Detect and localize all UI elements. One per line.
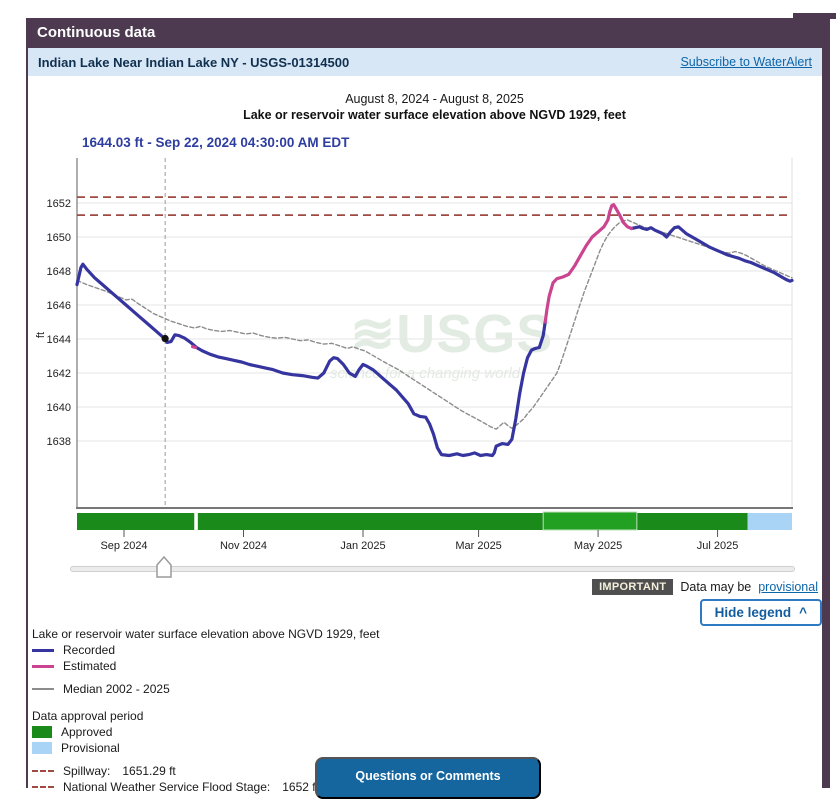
recorded-line-swatch [32,648,54,652]
legend-value: 1652 ft [282,780,319,794]
panel-border-corner [793,13,836,19]
legend-item-recorded: Recorded [32,642,380,658]
time-slider-handle[interactable] [154,554,174,579]
approved-swatch [32,726,52,738]
important-badge: IMPORTANT [592,579,674,595]
legend-item-estimated: Estimated [32,658,380,674]
hide-legend-label: Hide legend [714,605,792,620]
chart-date-range: August 8, 2024 - August 8, 2025 [345,92,524,106]
median-line-swatch [32,688,54,690]
station-header: Indian Lake Near Indian Lake NY - USGS-0… [28,48,822,76]
legend-item-median: Median 2002 - 2025 [32,681,380,697]
spillway-dash-swatch [32,770,54,772]
legend-item-approved: Approved [32,724,380,740]
estimated-line-swatch [32,664,54,668]
chevron-up-icon: ^ [799,605,807,620]
cursor-data-point[interactable] [161,334,169,343]
y-tick-label: 1644 [47,334,71,346]
x-tick-label: Jan 2025 [340,540,385,552]
legend-label: Provisional [61,741,120,755]
approval-bar-segment [747,513,792,530]
slider-handle-icon [156,555,172,578]
usgs-watermark: ≋USGS [350,304,553,364]
x-tick-label: Nov 2024 [220,540,267,552]
x-tick-label: Jul 2025 [697,540,739,552]
y-tick-label: 1648 [47,266,71,278]
panel-title-bar: Continuous data [28,18,822,48]
x-tick-label: Sep 2024 [100,540,147,552]
notice-text: Data may be [680,580,752,594]
hide-legend-button[interactable]: Hide legend ^ [699,599,822,626]
subscribe-wateralert-link[interactable]: Subscribe to WaterAlert [680,55,812,69]
y-tick-label: 1640 [47,402,71,414]
cursor-readout: 1644.03 ft - Sep 22, 2024 04:30:00 AM ED… [82,135,350,150]
x-tick-label: Mar 2025 [455,540,501,552]
hide-legend-row: Hide legend ^ [0,599,822,626]
x-tick-label: May 2025 [574,540,622,552]
y-tick-label: 1650 [47,232,71,244]
legend-label: Approved [61,725,113,739]
chart-title-block: August 8, 2024 - August 8, 2025 Lake or … [77,92,792,122]
provisional-link[interactable]: provisional [758,580,818,594]
legend-label: National Weather Service Flood Stage: [63,780,271,794]
approval-bar-highlight [542,511,638,531]
series-estimated [191,345,198,350]
approval-bar-segment [197,513,748,530]
y-tick-label: 1638 [47,436,71,448]
series-recorded [629,225,794,283]
y-tick-label: 1652 [47,198,71,210]
series-estimated [543,203,634,324]
provisional-swatch [32,742,52,754]
provisional-notice: IMPORTANT Data may be provisional [0,579,822,595]
flood-stage-dash-swatch [32,786,54,788]
legend-item-spillway: Spillway: 1651.29 ft [32,763,380,779]
legend-item-provisional: Provisional [32,740,380,756]
legend-label: Recorded [63,643,116,657]
legend-title: Lake or reservoir water surface elevatio… [32,627,380,641]
questions-comments-button[interactable]: Questions or Comments [315,757,541,799]
time-slider-track[interactable] [70,566,795,572]
chart-parameter-title: Lake or reservoir water surface elevatio… [243,108,626,122]
y-tick-label: 1642 [47,368,71,380]
legend-label: Median 2002 - 2025 [63,682,170,696]
approval-bar-segment [77,513,195,530]
approval-period-title: Data approval period [32,709,144,723]
legend-value: 1651.29 ft [122,764,176,778]
legend-label: Estimated [63,659,117,673]
y-tick-label: 1646 [47,300,71,312]
panel-border-left [26,18,28,788]
questions-comments-label: Questions or Comments [355,769,501,783]
panel-border-right [822,18,830,788]
panel-title: Continuous data [37,24,156,41]
y-axis-unit-label: ft [35,332,47,338]
legend-label: Spillway: [63,764,111,778]
station-name: Indian Lake Near Indian Lake NY - USGS-0… [38,54,350,70]
